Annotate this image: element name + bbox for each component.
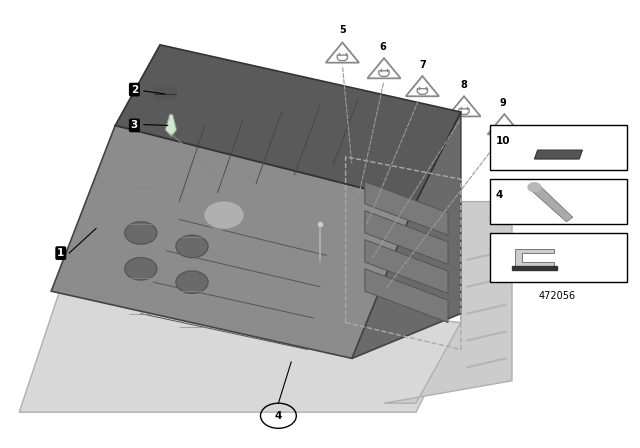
Polygon shape xyxy=(19,278,461,412)
FancyBboxPatch shape xyxy=(490,233,627,282)
Text: 10: 10 xyxy=(496,136,511,146)
FancyBboxPatch shape xyxy=(490,125,627,170)
Text: 2: 2 xyxy=(131,85,138,95)
Polygon shape xyxy=(515,249,554,267)
Text: 4: 4 xyxy=(275,411,282,421)
Polygon shape xyxy=(51,125,416,358)
Polygon shape xyxy=(365,211,448,264)
Polygon shape xyxy=(531,184,573,222)
Text: 6: 6 xyxy=(380,42,386,52)
Circle shape xyxy=(176,235,208,258)
Polygon shape xyxy=(534,150,582,159)
Polygon shape xyxy=(352,112,461,358)
Text: 3: 3 xyxy=(131,121,138,130)
Polygon shape xyxy=(365,269,448,323)
Text: 5: 5 xyxy=(339,26,346,35)
Polygon shape xyxy=(384,202,512,403)
Circle shape xyxy=(125,222,157,244)
Circle shape xyxy=(176,271,208,293)
Text: 472056: 472056 xyxy=(538,291,575,301)
Text: 4: 4 xyxy=(496,190,504,200)
Bar xyxy=(512,266,557,270)
Text: 7: 7 xyxy=(419,60,426,69)
Text: 8: 8 xyxy=(461,80,467,90)
Polygon shape xyxy=(365,181,448,235)
Text: 9: 9 xyxy=(500,98,506,108)
FancyBboxPatch shape xyxy=(490,179,627,224)
Circle shape xyxy=(528,183,541,192)
Bar xyxy=(154,87,176,99)
Polygon shape xyxy=(365,240,448,293)
Polygon shape xyxy=(115,45,461,202)
Text: 1: 1 xyxy=(57,248,65,258)
Polygon shape xyxy=(165,114,177,137)
Circle shape xyxy=(204,201,244,229)
Circle shape xyxy=(125,258,157,280)
